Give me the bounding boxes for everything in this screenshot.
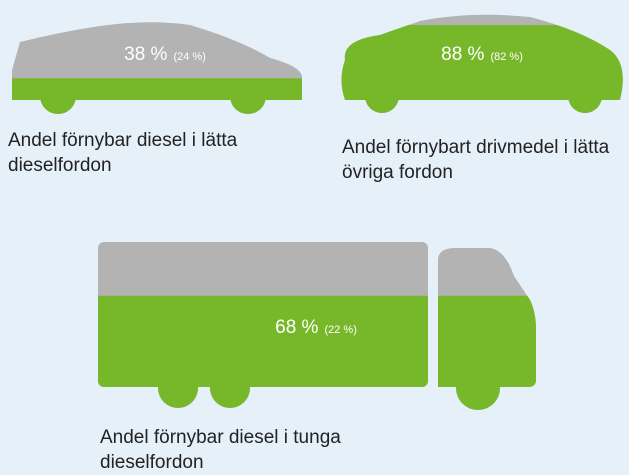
value-text: 88 % xyxy=(441,44,484,65)
previous-value: (82 %) xyxy=(490,51,522,63)
caption: Andel förnybar diesel i lätta dieselford… xyxy=(8,130,238,176)
value-label: 88 % (82 %) xyxy=(441,44,523,65)
fill-level xyxy=(341,25,623,113)
fill-level xyxy=(98,295,536,410)
value-text: 68 % xyxy=(275,317,318,338)
value-text: 38 % xyxy=(124,44,167,65)
fill-level xyxy=(12,78,302,114)
value-label: 38 % (24 %) xyxy=(124,44,206,65)
caption: Andel förnybar diesel i tunga dieselford… xyxy=(100,427,341,473)
vehicle xyxy=(12,22,302,114)
caption: Andel förnybart drivmedel i lätta övriga… xyxy=(342,137,610,183)
value-label: 68 % (22 %) xyxy=(275,317,357,338)
previous-value: (24 %) xyxy=(173,51,205,63)
previous-value: (22 %) xyxy=(324,324,356,336)
